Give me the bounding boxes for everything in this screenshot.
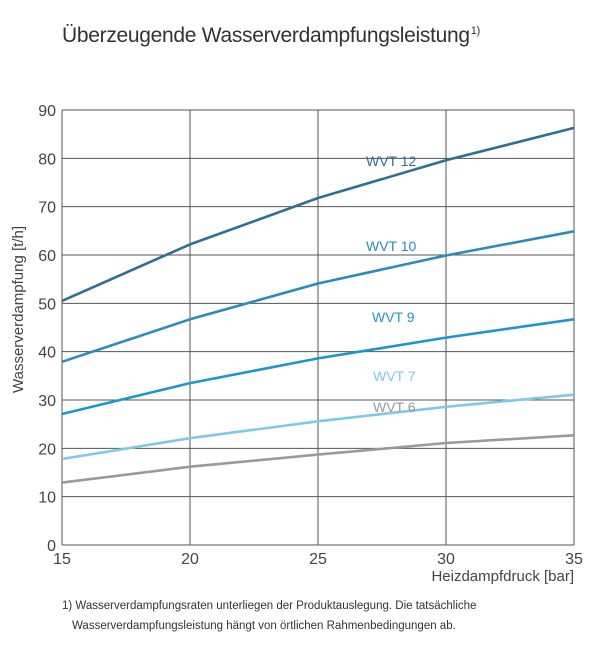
series-label-wvt-10: WVT 10	[366, 238, 417, 254]
chart-svg: 0 10 20 30 40 50 60 70 80 90 15 20 25 30 35Heizdampfdr…	[10, 103, 583, 585]
chart-title: Überzeugende Wasserverdampfungsleistung1…	[62, 24, 480, 48]
x-axis-label: Heizdampfdruck [bar]	[431, 568, 574, 585]
series-label-wvt-12: WVT 12	[366, 153, 417, 169]
footnote-line-2: Wasserverdampfungsleistung hängt von ört…	[72, 620, 456, 632]
footnote: 1) Wasserverdampfungsraten unterliegen d…	[62, 596, 476, 636]
x-tick-label: 15	[53, 551, 71, 568]
series-label-wvt-9: WVT 9	[372, 309, 415, 325]
y-tick-label: 10	[38, 490, 56, 507]
y-tick-label: 70	[38, 200, 56, 217]
series-label-wvt-7: WVT 7	[373, 368, 416, 384]
series-line-wvt-12	[61, 126, 575, 303]
series-line-wvt-10	[61, 230, 575, 364]
y-tick-label: 90	[38, 103, 56, 120]
chart-title-text: Überzeugende Wasserverdampfungsleistung	[62, 24, 470, 47]
x-tick-label: 30	[437, 551, 455, 568]
y-tick-label: 20	[38, 441, 56, 458]
y-tick-label: 0	[47, 538, 56, 555]
y-tick-label: 30	[38, 393, 56, 410]
y-tick-label: 40	[38, 345, 56, 362]
series-line-wvt-7	[61, 393, 575, 461]
y-tick-label: 50	[38, 296, 56, 313]
x-tick-label: 25	[309, 551, 327, 568]
title-footnote-marker: 1)	[470, 25, 480, 37]
y-axis-label: Wasserverdampfung [t/h]	[10, 226, 27, 393]
x-tick-label: 35	[565, 551, 583, 568]
x-tick-label: 20	[181, 551, 199, 568]
series-label-wvt-6: WVT 6	[373, 399, 416, 415]
y-tick-label: 80	[38, 151, 56, 168]
footnote-line-1: 1) Wasserverdampfungsraten unterliegen d…	[62, 600, 477, 612]
series-line-wvt-6	[61, 434, 575, 484]
y-tick-label: 60	[38, 248, 56, 265]
series-line-wvt-9	[61, 318, 575, 416]
